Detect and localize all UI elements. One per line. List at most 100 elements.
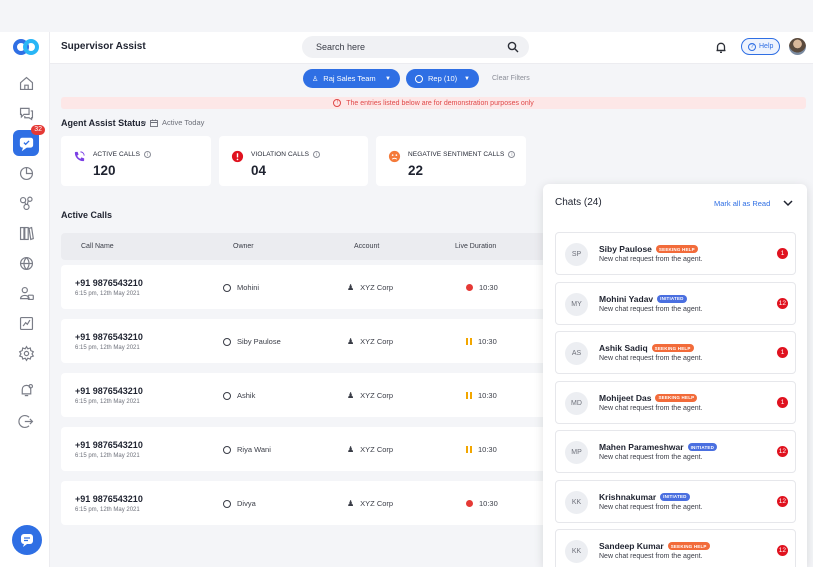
negative-sentiment-value: 22 [408,163,424,178]
chat-message: New chat request from the agent. [599,553,703,560]
chat-fab-button[interactable] [12,525,42,555]
chat-list-item[interactable]: AS Ashik Sadiq SEEKING HELP New chat req… [555,331,796,374]
call-number[interactable]: +91 9876543210 [75,494,143,504]
chat-contact-name: Mohijeet Das [599,392,652,403]
live-duration: 10:30 [478,445,497,454]
sidebar-item-analytics[interactable] [13,160,39,186]
live-duration: 10:30 [478,337,497,346]
rep-filter-dropdown[interactable]: Rep (10) ▼ [406,69,479,88]
status-badge: SEEKING HELP [651,344,694,352]
chat-message: New chat request from the agent. [599,454,703,461]
chat-name-row: Mohini Yadav INITIATED [599,294,687,304]
account-icon: ♟ [347,499,355,508]
bell-icon[interactable] [715,41,727,54]
status-section-title: Agent Assist Status [61,118,146,128]
account-cell: ♟ XYZ Corp [347,391,393,400]
chevron-down-icon: ▼ [385,75,391,82]
chat-list-item[interactable]: SP Siby Paulose SEEKING HELP New chat re… [555,232,796,275]
trend-chart-icon [19,316,33,330]
help-label: Help [759,43,774,50]
search-input[interactable]: Search here [316,42,366,52]
sidebar-item-network[interactable] [13,190,39,216]
call-number[interactable]: +91 9876543210 [75,332,143,342]
account-name: XYZ Corp [360,391,394,400]
status-period[interactable]: Active Today [143,118,204,127]
chat-name-row: Sandeep Kumar SEEKING HELP [599,541,710,551]
owner-name: Riya Wani [237,445,271,454]
chevron-down-icon[interactable] [783,199,793,207]
column-header-live-duration[interactable]: Live Duration [455,243,497,250]
call-number[interactable]: +91 9876543210 [75,278,143,288]
sidebar-item-notification-settings[interactable] [13,377,39,403]
live-duration: 10:30 [479,283,498,292]
table-row[interactable]: +91 9876543210 6:15 pm, 12th May 2021 Si… [61,319,561,363]
team-filter-dropdown[interactable]: ♙ Raj Sales Team ▼ [303,69,400,88]
home-icon [19,76,33,90]
chat-list-item[interactable]: MD Mohijeet Das SEEKING HELP New chat re… [555,380,796,424]
status-badge: SEEKING HELP [667,542,710,550]
status-badge: INITIATED [657,294,687,303]
chat-avatar: SP [565,243,588,266]
users-icon [19,286,34,300]
column-header-owner[interactable]: Owner [233,243,254,250]
live-duration: 10:30 [478,391,497,400]
table-row[interactable]: +91 9876543210 6:15 pm, 12th May 2021 Di… [61,481,561,525]
chat-contact-name: Mohini Yadav [599,293,654,304]
sidebar-item-assist[interactable]: 32 [13,125,45,156]
sidebar-item-library[interactable] [13,220,39,246]
chat-avatar: AS [565,342,588,365]
search-bar[interactable]: Search here [302,36,529,58]
demo-banner: ! The entries listed below are for demon… [61,97,806,109]
sidebar: 32 [0,32,50,567]
sidebar-item-conversations[interactable] [13,100,39,126]
info-icon[interactable]: i [313,151,321,158]
account-cell: ♟ XYZ Corp [347,499,393,508]
info-icon[interactable]: i [508,151,516,158]
user-avatar[interactable] [789,38,806,55]
chat-message: New chat request from the agent. [599,404,703,412]
sidebar-item-settings[interactable] [13,340,39,366]
clear-filters-link[interactable]: Clear Filters [492,75,530,82]
logout-icon [17,414,33,428]
violation-calls-card[interactable]: VIOLATION CALLS i 04 [219,136,368,186]
call-time: 6:15 pm, 12th May 2021 [75,399,140,405]
app-logo[interactable] [13,38,39,56]
account-name: XYZ Corp [360,337,394,346]
active-calls-card[interactable]: ACTIVE CALLS i 120 [61,136,211,186]
team-filter-label: Raj Sales Team [323,74,376,83]
column-header-account[interactable]: Account [354,243,380,250]
help-button[interactable]: ? Help [741,38,781,55]
search-icon[interactable] [507,41,519,53]
chat-list-item[interactable]: KK Sandeep Kumar SEEKING HELP New chat r… [555,529,796,567]
chats-panel: Chats (24) Mark all as Read SP Siby Paul… [543,184,807,567]
app-window: 32 Supervi [0,32,813,567]
call-number[interactable]: +91 9876543210 [75,386,143,396]
chat-avatar: MY [565,292,588,316]
table-row[interactable]: +91 9876543210 6:15 pm, 12th May 2021 Mo… [61,265,561,309]
chat-list-item[interactable]: MY Mohini Yadav INITIATED New chat reque… [555,281,796,325]
duration-cell: 10:30 [466,283,498,292]
chat-list-item[interactable]: KK Krishnakumar INITIATED New chat reque… [555,479,796,523]
sidebar-item-global[interactable] [13,250,39,276]
mark-all-read-link[interactable]: Mark all as Read [714,199,771,208]
sidebar-item-users[interactable] [13,280,39,306]
negative-sentiment-card[interactable]: NEGATIVE SENTIMENT CALLS i 22 [376,136,526,186]
account-cell: ♟ XYZ Corp [347,283,393,292]
unread-count-badge: 1 [777,347,788,358]
table-row[interactable]: +91 9876543210 6:15 pm, 12th May 2021 Ri… [61,427,561,471]
sidebar-item-reports[interactable] [13,310,39,336]
owner-cell: Mohini [223,283,259,292]
table-row[interactable]: +91 9876543210 6:15 pm, 12th May 2021 As… [61,373,561,417]
call-time: 6:15 pm, 12th May 2021 [75,453,140,459]
column-header-call-name[interactable]: Call Name [81,243,114,250]
status-badge: INITIATED [687,443,718,451]
sidebar-item-home[interactable] [13,70,39,96]
notification-settings-icon [21,383,33,396]
chat-list-item[interactable]: MP Mahen Parameshwar INITIATED New chat … [555,430,796,473]
call-number[interactable]: +91 9876543210 [75,440,143,450]
live-dot-icon [466,284,473,291]
chats-title: Chats (24) [555,197,602,208]
info-icon[interactable]: i [144,151,152,158]
owner-name: Mohini [237,283,260,292]
sidebar-item-logout[interactable] [13,408,39,434]
